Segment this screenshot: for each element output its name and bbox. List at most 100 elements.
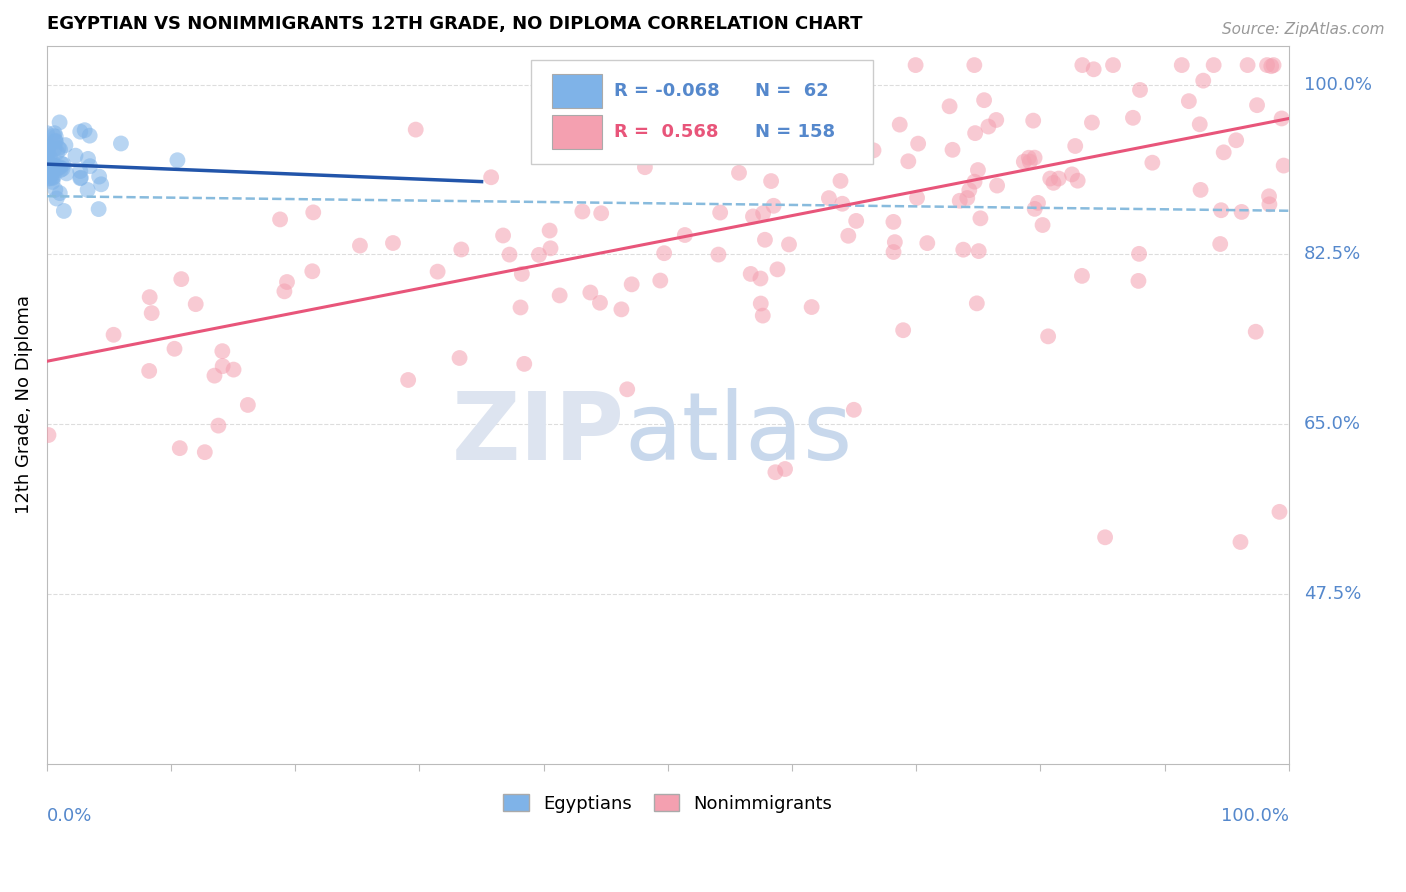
Point [967, 163, 990, 178]
Point [591, 206, 613, 220]
Point [479, 170, 502, 185]
Point [1246, 98, 1268, 112]
Point [513, 357, 536, 371]
Point [571, 204, 593, 219]
Point [579, 285, 602, 300]
Point [37, 171, 59, 186]
Point [273, 285, 295, 299]
Point [69, 170, 91, 185]
Point [1258, 189, 1281, 203]
Point [1178, 94, 1201, 108]
Point [236, 398, 259, 412]
Point [905, 191, 928, 205]
Point [965, 126, 987, 140]
Point [169, 441, 191, 455]
Point [1236, 58, 1258, 72]
Point [973, 93, 995, 107]
Point [952, 243, 974, 257]
Point [45, 192, 67, 206]
Point [37, 428, 59, 442]
Point [49, 161, 72, 175]
Point [1202, 58, 1225, 72]
Point [1263, 58, 1285, 72]
Point [1022, 113, 1045, 128]
Point [709, 205, 731, 219]
Point [749, 271, 772, 285]
Point [1272, 159, 1295, 173]
Point [42, 128, 65, 143]
Point [41, 171, 63, 186]
Point [830, 140, 852, 154]
Point [963, 58, 986, 72]
Point [1142, 155, 1164, 169]
Point [39, 157, 62, 171]
Point [510, 267, 533, 281]
Point [527, 248, 550, 262]
Point [37, 161, 59, 175]
Point [48, 161, 70, 175]
Point [211, 359, 233, 373]
Point [1042, 176, 1064, 190]
Text: 82.5%: 82.5% [1303, 245, 1361, 263]
Point [38, 153, 60, 167]
Point [1189, 183, 1212, 197]
Point [77, 152, 100, 166]
Point [917, 236, 939, 251]
Point [79, 159, 101, 173]
FancyBboxPatch shape [531, 60, 873, 164]
Point [949, 194, 972, 208]
Point [49, 163, 72, 178]
Point [39, 161, 62, 176]
Point [89, 169, 111, 184]
Point [883, 235, 905, 249]
Point [48, 115, 70, 129]
Point [450, 243, 472, 257]
Point [381, 235, 404, 250]
Point [538, 223, 561, 237]
Point [69, 171, 91, 186]
Point [1102, 58, 1125, 72]
Point [138, 290, 160, 304]
Point [882, 215, 904, 229]
Point [792, 132, 814, 146]
Point [41, 175, 63, 189]
Text: R =  0.568: R = 0.568 [614, 123, 718, 141]
Point [90, 178, 112, 192]
Point [44, 142, 66, 156]
Point [1212, 145, 1234, 160]
Point [51, 157, 73, 171]
Y-axis label: 12th Grade, No Diploma: 12th Grade, No Diploma [15, 295, 32, 515]
Point [1064, 139, 1087, 153]
Point [509, 301, 531, 315]
Point [492, 228, 515, 243]
Point [69, 164, 91, 178]
Point [1225, 133, 1247, 147]
Point [831, 196, 853, 211]
Point [969, 211, 991, 226]
Point [673, 227, 696, 242]
Point [269, 212, 291, 227]
Point [728, 166, 751, 180]
Point [46, 145, 69, 160]
Point [207, 418, 229, 433]
Point [349, 238, 371, 252]
Point [35, 161, 58, 176]
Text: N = 158: N = 158 [755, 123, 835, 141]
Point [855, 131, 877, 145]
Point [1024, 151, 1046, 165]
Point [800, 300, 823, 314]
Point [37, 146, 59, 161]
Point [759, 174, 782, 188]
Point [69, 125, 91, 139]
Point [1024, 202, 1046, 216]
Point [44, 134, 66, 148]
Point [789, 136, 811, 151]
Point [891, 323, 914, 337]
Point [45, 135, 67, 149]
Point [754, 233, 776, 247]
Point [610, 302, 633, 317]
Point [65, 149, 87, 163]
Point [1244, 325, 1267, 339]
Point [1209, 237, 1232, 252]
Point [42, 156, 65, 170]
